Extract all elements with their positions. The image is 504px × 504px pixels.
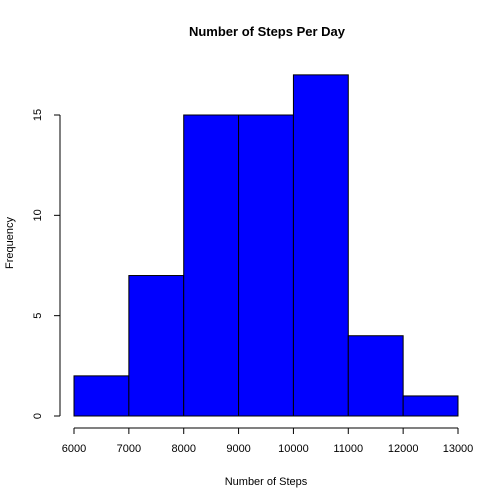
y-tick-label-1: 5 — [32, 313, 44, 319]
histogram-bar-3 — [238, 114, 294, 417]
histogram-bar-6 — [402, 395, 459, 417]
histogram-bar-2 — [183, 114, 240, 417]
bars-group — [73, 74, 459, 417]
x-tick-label-4: 10000 — [278, 443, 309, 455]
x-tick-label-2: 8000 — [171, 443, 195, 455]
histogram-bar-1 — [128, 275, 185, 417]
y-axis-label: Frequency — [4, 217, 16, 269]
x-axis: 6000 7000 8000 9000 10000 11000 12000 13000 — [62, 427, 474, 455]
x-tick-label-0: 6000 — [62, 443, 86, 455]
chart-title: Number of Steps Per Day — [189, 24, 346, 39]
y-tick-label-0: 0 — [32, 413, 44, 419]
histogram-bar-5 — [347, 335, 404, 417]
y-tick-label-2: 10 — [32, 209, 44, 221]
x-tick-label-3: 9000 — [226, 443, 250, 455]
histogram-bar-0 — [73, 375, 130, 417]
y-axis: 0 5 10 15 — [32, 109, 61, 419]
y-tick-label-3: 15 — [32, 109, 44, 121]
histogram-bar-4 — [292, 74, 349, 417]
x-tick-label-7: 13000 — [443, 443, 474, 455]
x-tick-label-6: 12000 — [388, 443, 419, 455]
x-tick-label-5: 11000 — [333, 443, 363, 455]
x-axis-label: Number of Steps — [225, 476, 308, 488]
x-tick-label-1: 7000 — [117, 443, 141, 455]
